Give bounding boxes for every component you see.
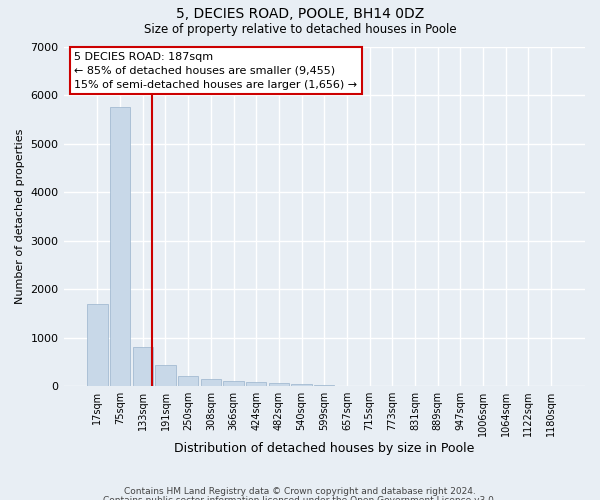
Bar [292, 384, 312, 386]
Bar [110, 107, 130, 386]
Bar [223, 382, 244, 386]
Bar [200, 379, 221, 386]
Text: Contains HM Land Registry data © Crown copyright and database right 2024.: Contains HM Land Registry data © Crown c… [124, 488, 476, 496]
Bar [155, 365, 176, 386]
Bar [314, 385, 334, 386]
Bar [133, 348, 153, 386]
Text: 5, DECIES ROAD, POOLE, BH14 0DZ: 5, DECIES ROAD, POOLE, BH14 0DZ [176, 8, 424, 22]
Bar [178, 376, 199, 386]
Y-axis label: Number of detached properties: Number of detached properties [15, 128, 25, 304]
Bar [246, 382, 266, 386]
Text: Size of property relative to detached houses in Poole: Size of property relative to detached ho… [143, 22, 457, 36]
Text: Contains public sector information licensed under the Open Government Licence v3: Contains public sector information licen… [103, 496, 497, 500]
X-axis label: Distribution of detached houses by size in Poole: Distribution of detached houses by size … [174, 442, 475, 455]
Text: 5 DECIES ROAD: 187sqm
← 85% of detached houses are smaller (9,455)
15% of semi-d: 5 DECIES ROAD: 187sqm ← 85% of detached … [74, 52, 357, 90]
Bar [87, 304, 107, 386]
Bar [269, 384, 289, 386]
